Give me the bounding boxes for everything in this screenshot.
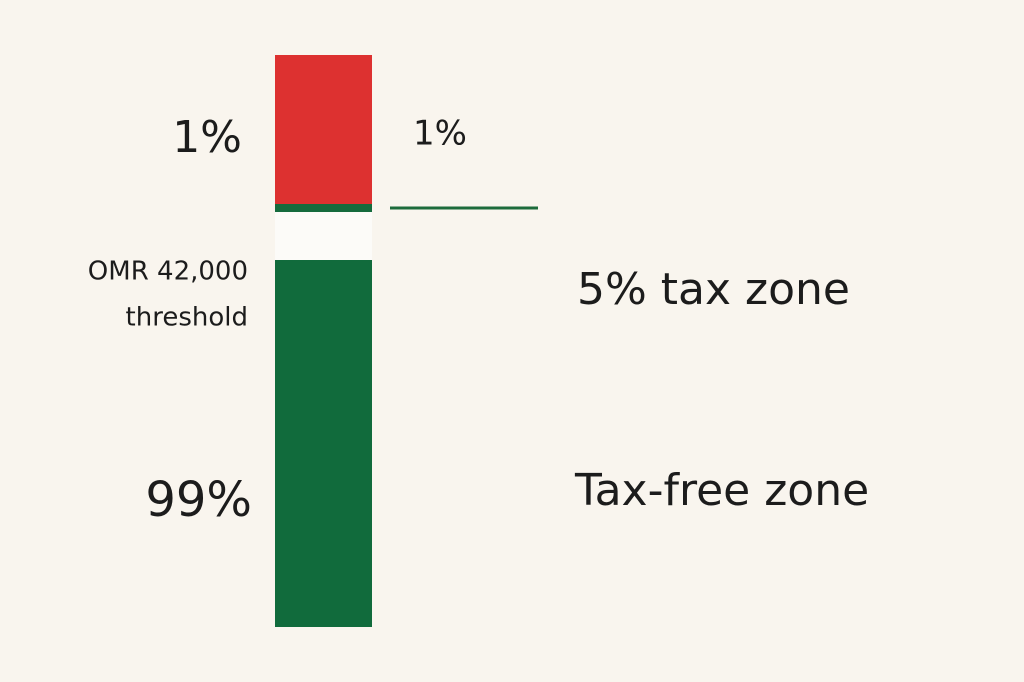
threshold-label: OMR 42,000 (88, 257, 248, 287)
taxed-segment (275, 55, 372, 204)
bottom-share-label: 99% (145, 472, 252, 528)
free-segment (275, 260, 372, 627)
taxed-zone-label: 5% tax zone (577, 264, 850, 315)
marker-label: 1% (413, 114, 467, 154)
threshold-strip (275, 204, 372, 212)
threshold-label: threshold (126, 303, 248, 333)
gap-segment (275, 212, 372, 260)
free-zone-label: Tax-free zone (574, 465, 869, 516)
top-share-label: 1% (172, 112, 242, 163)
